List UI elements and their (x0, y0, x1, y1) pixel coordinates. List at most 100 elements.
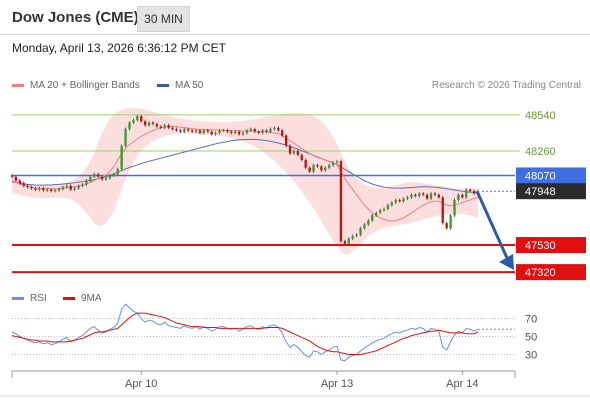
candle-body (194, 130, 198, 132)
candle-body (429, 193, 433, 199)
candle (367, 219, 370, 226)
candle (269, 127, 272, 134)
candle-body (316, 165, 319, 167)
candle (10, 173, 14, 179)
price-levels: 48540 48260 48070 47948 47530 47320 (12, 110, 586, 281)
candle (147, 121, 151, 127)
candle (226, 128, 229, 134)
candle-body (312, 165, 315, 172)
candle-body (288, 145, 292, 154)
bollinger-band (12, 108, 478, 255)
candle-body (210, 131, 213, 135)
candle-body (187, 129, 190, 131)
candle (234, 130, 237, 135)
candle (159, 124, 162, 130)
candle (30, 185, 33, 190)
candle-body (382, 208, 386, 211)
candle (22, 181, 25, 188)
support-tag-47320 (516, 264, 586, 281)
candle (288, 144, 292, 156)
resistance-label-48540: 48540 (525, 110, 556, 122)
candle (89, 175, 92, 183)
candle-body (198, 130, 202, 133)
rsi-tick-label: 70 (525, 314, 537, 326)
arrow-head (499, 254, 514, 270)
candle-body (437, 194, 441, 198)
candle-body (465, 189, 468, 198)
candle (42, 186, 45, 192)
candle-body (167, 125, 170, 128)
candle-body (136, 116, 139, 121)
candle (214, 131, 217, 136)
candle (465, 188, 468, 199)
candle (281, 128, 284, 138)
interval-tab[interactable]: 30 MIN (137, 6, 190, 32)
candle (335, 159, 339, 165)
candle (100, 175, 104, 181)
candle (57, 187, 61, 192)
candle (359, 226, 362, 237)
candle-body (147, 122, 151, 126)
candle (402, 197, 405, 203)
arrow-shaft (475, 190, 509, 259)
candle-body (30, 187, 33, 189)
rsi-line (11, 303, 479, 362)
candle-body (190, 130, 194, 132)
candle (425, 193, 429, 201)
candle (312, 163, 315, 174)
candle (257, 130, 260, 135)
candle (320, 164, 323, 172)
candle-body (343, 241, 347, 244)
candle (163, 123, 166, 130)
candle (277, 126, 280, 132)
candle (343, 239, 347, 246)
rsi-ma9-line (11, 312, 479, 355)
candle-body (367, 220, 370, 225)
candle (265, 128, 268, 134)
candle (108, 173, 112, 180)
candle-body (159, 126, 162, 128)
candle (136, 114, 139, 122)
candle-body (324, 167, 327, 171)
support-tag-47530 (516, 237, 586, 254)
candle-body (394, 199, 397, 203)
candle (26, 184, 29, 189)
candle-body (93, 174, 96, 177)
candle (300, 153, 303, 162)
candle-body (46, 189, 49, 191)
candle (69, 184, 72, 192)
candle-body (237, 131, 241, 135)
candle-body (261, 130, 264, 133)
rsi-panel: 70 50 30 (11, 303, 537, 362)
candle-body (49, 189, 53, 191)
instrument-title: Dow Jones (CME) (12, 9, 139, 26)
ma9-swatch (63, 296, 75, 300)
candle-body (14, 176, 18, 181)
candle-body (351, 236, 354, 239)
candle (468, 188, 472, 193)
candle (151, 121, 155, 126)
candle (210, 130, 213, 136)
candle (206, 128, 209, 134)
legend-ma50-label: MA 50 (175, 80, 204, 91)
research-credit: Research © 2026 Trading Central (431, 80, 581, 91)
candle (112, 172, 115, 178)
candle (124, 127, 127, 148)
candle (14, 175, 18, 183)
candle-body (300, 154, 303, 161)
candle-body (386, 205, 390, 209)
candle-body (363, 224, 366, 229)
candle-body (26, 185, 29, 188)
candle-body (171, 127, 174, 130)
candle-body (179, 130, 182, 132)
candle-body (265, 130, 268, 132)
candle-body (38, 188, 41, 190)
candle (187, 127, 190, 132)
candle (155, 122, 159, 129)
candle (331, 161, 335, 167)
candle-body (284, 135, 288, 146)
candle-body (140, 116, 143, 122)
candle-body (422, 193, 425, 195)
candle (190, 128, 194, 134)
candle (241, 131, 245, 136)
